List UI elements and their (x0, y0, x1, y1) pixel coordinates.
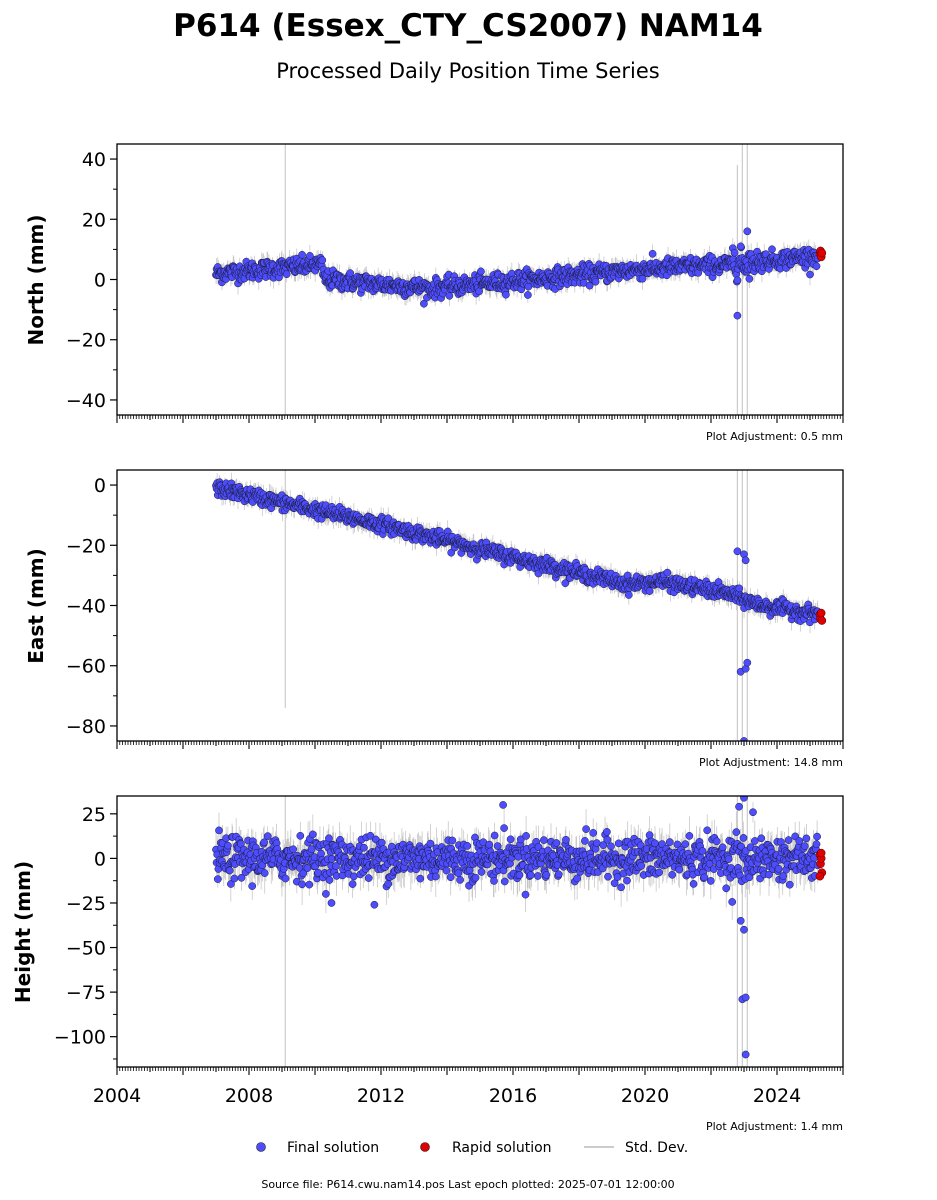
east-panel: 0 −20 −40 −60 −80 (66, 469, 844, 749)
east-rapid-point (816, 608, 826, 618)
north-final-point (282, 270, 291, 279)
north-rapid-point (817, 248, 827, 258)
north-final-point (730, 248, 739, 257)
north-final-point (298, 250, 306, 259)
east-final-point (663, 568, 672, 577)
east-outlier-point (740, 737, 748, 741)
north-final-point (638, 274, 647, 283)
north-final-point (346, 269, 355, 277)
east-y-tick-label: −20 (66, 535, 106, 557)
east-final-point (384, 514, 393, 523)
north-y-tick-label: 20 (82, 209, 106, 231)
east-y-tick-label: −40 (66, 596, 106, 618)
north-y-tick-label: −20 (66, 330, 106, 352)
north-outlier-point (733, 311, 742, 320)
height-plot-area (212, 796, 827, 1067)
east-y-tick-label: −80 (66, 716, 106, 738)
north-final-point (445, 291, 454, 300)
north-final-point (812, 262, 821, 271)
north-final-point (420, 299, 428, 308)
east-outlier-point (733, 547, 742, 556)
north-panel: 40 20 0 −20 −40 (66, 143, 844, 423)
north-final-point (524, 291, 532, 299)
east-plot-area (212, 470, 827, 741)
east-final-point (447, 548, 456, 557)
north-final-point (502, 290, 510, 299)
north-final-point (591, 277, 600, 286)
north-plot-area (212, 144, 827, 415)
east-final-point (624, 591, 633, 599)
north-final-point (768, 245, 776, 254)
east-y-tick-label: 0 (94, 475, 106, 497)
east-axes-frame (116, 469, 844, 742)
north-final-point (806, 270, 814, 279)
east-final-point (735, 584, 744, 593)
figure-subtitle: Processed Daily Position Time Series (276, 59, 660, 83)
north-final-point (745, 274, 754, 283)
east-outlier-point (743, 658, 752, 667)
north-final-point (648, 249, 657, 258)
north-final-solution-points (212, 227, 822, 320)
north-y-tick-label: 40 (82, 149, 106, 171)
east-y-tick-label: −60 (66, 656, 106, 678)
east-final-point (561, 579, 570, 588)
north-y-tick-label: −40 (66, 390, 106, 412)
north-final-point (733, 276, 742, 285)
north-outlier-point (743, 227, 752, 236)
north-outlier-point (736, 242, 745, 251)
north-final-point (318, 256, 327, 265)
figure-title: P614 (Essex_CTY_CS2007) NAM14 (173, 8, 763, 44)
east-final-point (645, 587, 654, 595)
north-final-point (306, 252, 314, 260)
east-outlier-point (741, 556, 750, 565)
north-final-point (477, 267, 485, 276)
east-rapid-point (817, 616, 827, 625)
east-final-solution-points (212, 478, 822, 741)
north-y-tick-label: 0 (94, 270, 106, 292)
